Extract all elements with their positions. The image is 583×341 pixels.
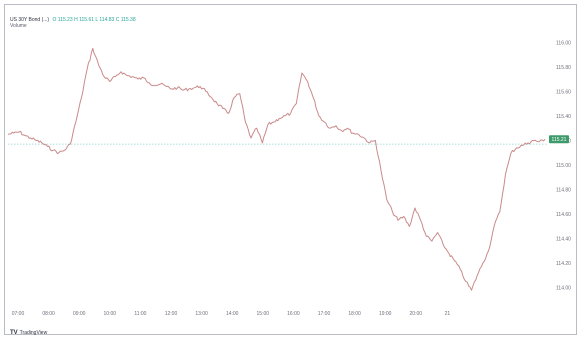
- y-tick-label: 115.40: [556, 114, 571, 120]
- y-tick-label: 115.60: [556, 89, 571, 95]
- y-tick-label: 116.00: [556, 40, 571, 46]
- tradingview-text: TradingView: [19, 330, 48, 336]
- y-tick-label: 115.80: [556, 65, 571, 71]
- chart-legend: US 30Y Bond (...) O 115.23 H 115.61 L 11…: [10, 17, 136, 29]
- x-tick-label: 15:00: [257, 311, 270, 317]
- price-series-line: [7, 47, 546, 291]
- y-tick-label: 114.40: [556, 237, 571, 243]
- last-price-tag: [549, 135, 569, 144]
- y-tick-label: 114.20: [556, 261, 571, 267]
- x-tick-label: 12:00: [165, 311, 178, 317]
- tradingview-attribution[interactable]: TV TradingView: [10, 330, 47, 336]
- y-tick-label: 114.00: [556, 286, 571, 292]
- volume-label: Volume: [10, 23, 27, 29]
- x-tick-label: 20:00: [410, 311, 423, 317]
- chart-frame: [4, 4, 577, 335]
- x-tick-label: 10:00: [104, 311, 117, 317]
- y-tick-label: 114.80: [556, 188, 571, 194]
- x-tick-label: 14:00: [226, 311, 239, 317]
- ohlc-values: O 115.23 H 115.61 L 114.83 C 115.38: [52, 17, 136, 23]
- x-tick-label: 17:00: [318, 311, 331, 317]
- tradingview-logo-icon: TV: [10, 330, 18, 336]
- x-tick-label: 19:00: [379, 311, 392, 317]
- x-tick-label: 09:00: [73, 311, 86, 317]
- x-tick-label: 07:00: [12, 311, 25, 317]
- x-tick-label: 16:00: [287, 311, 300, 317]
- x-tick-label: 21: [445, 311, 451, 317]
- symbol-name[interactable]: US 30Y Bond (...): [10, 17, 50, 23]
- x-tick-label: 08:00: [42, 311, 55, 317]
- y-tick-label: 114.60: [556, 212, 571, 218]
- symbol-line: US 30Y Bond (...) O 115.23 H 115.61 L 11…: [10, 17, 136, 23]
- last-price-label: 115.21: [552, 137, 567, 143]
- x-tick-label: 13:00: [195, 311, 208, 317]
- y-tick-label: 115.00: [556, 163, 571, 169]
- x-tick-label: 18:00: [348, 311, 361, 317]
- x-tick-label: 11:00: [134, 311, 146, 317]
